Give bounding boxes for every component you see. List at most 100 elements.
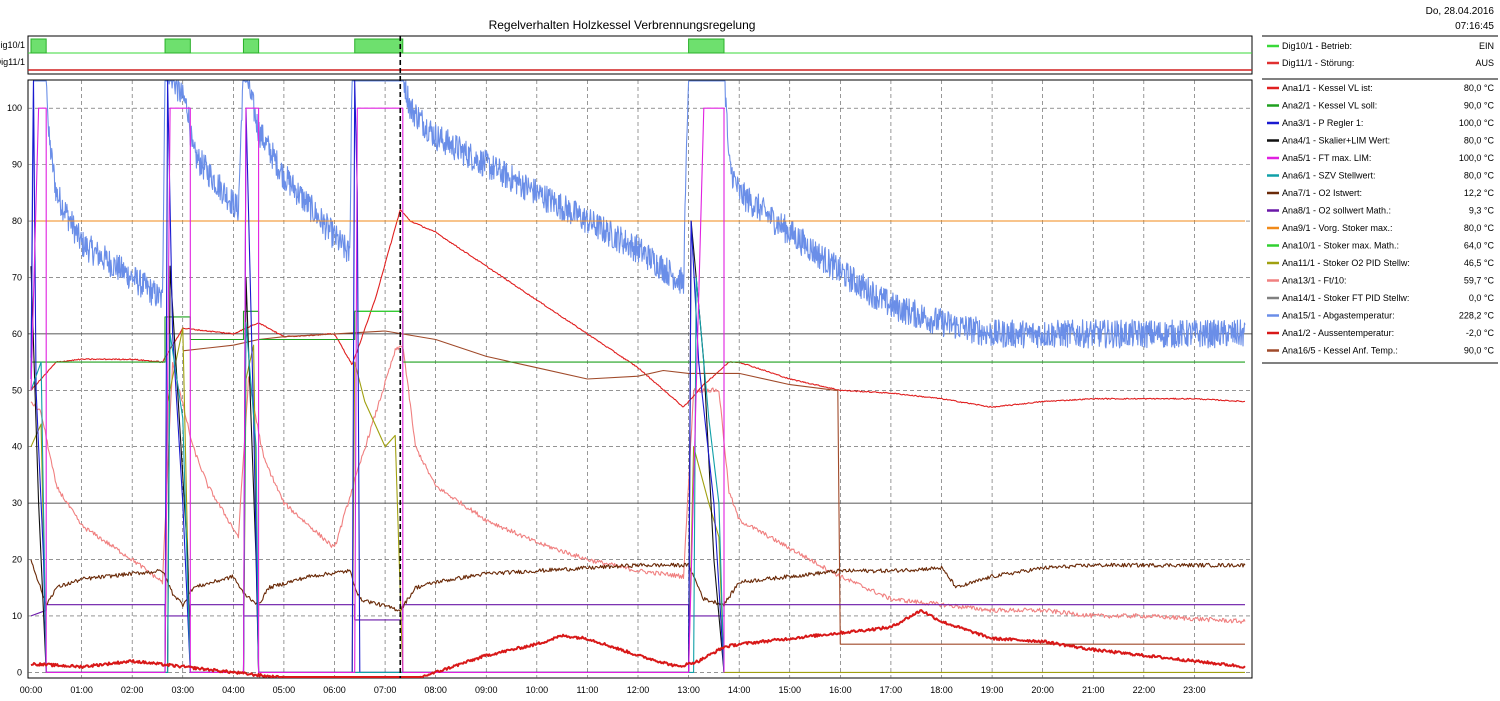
legend-row-analog-2: Ana3/1 - P Regler 1: 100,0 °C <box>1267 118 1494 128</box>
legend-value: 100,0 °C <box>1459 118 1495 128</box>
x-tick-label: 08:00 <box>424 685 447 695</box>
legend-row-analog-10: Ana11/1 - Stoker O2 PID Stellw: 46,5 °C <box>1267 258 1494 268</box>
legend-value: 64,0 °C <box>1464 241 1495 251</box>
legend-label: Ana13/1 - Ft/10: <box>1282 276 1347 286</box>
legend-value: 228,2 °C <box>1459 311 1495 321</box>
legend-label: Ana16/5 - Kessel Anf. Temp.: <box>1282 346 1398 356</box>
legend-row-analog-0: Ana1/1 - Kessel VL ist: 80,0 °C <box>1267 83 1494 93</box>
legend-value: 100,0 °C <box>1459 153 1495 163</box>
legend-row-analog-1: Ana2/1 - Kessel VL soll: 90,0 °C <box>1267 101 1494 111</box>
x-tick-label: 13:00 <box>677 685 700 695</box>
legend-value: 80,0 °C <box>1464 171 1495 181</box>
series-layer <box>30 36 1246 678</box>
legend-row-analog-3: Ana4/1 - Skalier+LIM Wert: 80,0 °C <box>1267 136 1494 146</box>
x-tick-label: 11:00 <box>576 685 598 695</box>
x-tick-label: 18:00 <box>930 685 953 695</box>
legend-row-analog-11: Ana13/1 - Ft/10: 59,7 °C <box>1267 276 1494 286</box>
y-tick-label: 20 <box>12 555 22 565</box>
legend-value: EIN <box>1479 41 1494 51</box>
y-tick-label: 90 <box>12 160 22 170</box>
y-tick-label: 80 <box>12 216 22 226</box>
legend-value: 46,5 °C <box>1464 258 1495 268</box>
legend-value: 9,3 °C <box>1469 206 1495 216</box>
series-line-0 <box>30 80 1246 358</box>
y-tick-label: 70 <box>12 272 22 282</box>
legend-row-analog-13: Ana15/1 - Abgastemperatur: 228,2 °C <box>1267 311 1494 321</box>
x-tick-label: 05:00 <box>273 685 296 695</box>
legend-label: Ana10/1 - Stoker max. Math.: <box>1282 241 1399 251</box>
y-tick-label: 50 <box>12 385 22 395</box>
chart-title: Regelverhalten Holzkessel Verbrennungsre… <box>489 18 756 32</box>
legend-value: 12,2 °C <box>1464 188 1495 198</box>
legend-label: Dig11/1 - Störung: <box>1282 58 1354 68</box>
dig10-on-block-2 <box>242 38 260 54</box>
legend-row-analog-15: Ana16/5 - Kessel Anf. Temp.: 90,0 °C <box>1267 346 1494 356</box>
digital-row-label: Dig10/1 <box>0 40 25 50</box>
grid-lines <box>27 79 1253 679</box>
legend-row-analog-9: Ana10/1 - Stoker max. Math.: 64,0 °C <box>1267 241 1494 251</box>
legend-label: Dig10/1 - Betrieb: <box>1282 41 1352 51</box>
series-line-13 <box>30 107 725 673</box>
digital-panel-frame <box>27 35 1253 75</box>
legend-value: 80,0 °C <box>1464 136 1495 146</box>
legend-row-digital-1: Dig11/1 - Störung: AUS <box>1267 58 1494 68</box>
legend-value: 80,0 °C <box>1464 223 1495 233</box>
legend-label: Ana7/1 - O2 Istwert: <box>1282 188 1362 198</box>
legend-label: Ana2/1 - Kessel VL soll: <box>1282 101 1377 111</box>
legend-label: Ana4/1 - Skalier+LIM Wert: <box>1282 136 1390 146</box>
x-tick-label: 20:00 <box>1031 685 1054 695</box>
legend-label: Ana14/1 - Stoker FT PID Stellw: <box>1282 293 1409 303</box>
x-tick-label: 19:00 <box>981 685 1004 695</box>
series-line-14 <box>30 609 1246 678</box>
legend-label: Ana1/1 - Kessel VL ist: <box>1282 83 1373 93</box>
legend-value: -2,0 °C <box>1466 328 1495 338</box>
y-tick-label: 0 <box>17 667 22 677</box>
y-tick-label: 30 <box>12 498 22 508</box>
x-tick-label: 09:00 <box>475 685 498 695</box>
legend-row-analog-12: Ana14/1 - Stoker FT PID Stellw: 0,0 °C <box>1267 293 1494 303</box>
series-line-2 <box>30 209 1246 408</box>
x-tick-label: 04:00 <box>222 685 245 695</box>
x-tick-label: 01:00 <box>70 685 93 695</box>
y-tick-label: 60 <box>12 329 22 339</box>
y-tick-label: 10 <box>12 611 22 621</box>
legend-value: 0,0 °C <box>1469 293 1495 303</box>
x-tick-label: 12:00 <box>627 685 650 695</box>
legend: Dig10/1 - Betrieb: EIN Dig11/1 - Störung: A… <box>1262 35 1498 364</box>
legend-label: Ana11/1 - Stoker O2 PID Stellw: <box>1282 258 1410 268</box>
x-tick-label: 22:00 <box>1133 685 1156 695</box>
legend-value: 59,7 °C <box>1464 276 1495 286</box>
legend-row-analog-4: Ana5/1 - FT max. LIM: 100,0 °C <box>1267 153 1494 163</box>
x-tick-label: 00:00 <box>20 685 43 695</box>
legend-row-analog-14: Ana1/2 - Aussentemperatur: -2,0 °C <box>1267 328 1494 338</box>
x-tick-label: 03:00 <box>171 685 194 695</box>
header-time: 07:16:45 <box>1455 21 1494 32</box>
x-tick-label: 16:00 <box>829 685 852 695</box>
legend-label: Ana15/1 - Abgastemperatur: <box>1282 311 1395 321</box>
digital-row-label: Dig11/1 <box>0 57 25 67</box>
dig10-on-block-0 <box>30 38 47 54</box>
series-line-7 <box>30 559 1246 613</box>
x-tick-label: 15:00 <box>778 685 801 695</box>
x-tick-label: 02:00 <box>121 685 144 695</box>
legend-value: 90,0 °C <box>1464 101 1495 111</box>
legend-label: Ana8/1 - O2 sollwert Math.: <box>1282 206 1391 216</box>
plot-frame <box>27 79 1253 679</box>
x-tick-label: 10:00 <box>526 685 549 695</box>
x-tick-label: 14:00 <box>728 685 751 695</box>
legend-label: Ana9/1 - Vorg. Stoker max.: <box>1282 223 1393 233</box>
legend-row-analog-7: Ana8/1 - O2 sollwert Math.: 9,3 °C <box>1267 206 1494 216</box>
x-tick-label: 06:00 <box>323 685 346 695</box>
legend-label: Ana1/2 - Aussentemperatur: <box>1282 328 1394 338</box>
x-tick-label: 21:00 <box>1082 685 1105 695</box>
legend-value: AUS <box>1475 58 1494 68</box>
axes: 0 10 20 30 40 50 60 70 80 90 100 00:00 01:00 02:00 03:… <box>7 103 1206 695</box>
legend-row-analog-8: Ana9/1 - Vorg. Stoker max.: 80,0 °C <box>1267 223 1494 233</box>
legend-label: Ana6/1 - SZV Stellwert: <box>1282 171 1376 181</box>
legend-row-analog-6: Ana7/1 - O2 Istwert: 12,2 °C <box>1267 188 1494 198</box>
legend-row-digital-0: Dig10/1 - Betrieb: EIN <box>1267 41 1494 51</box>
legend-row-analog-5: Ana6/1 - SZV Stellwert: 80,0 °C <box>1267 171 1494 181</box>
y-tick-label: 40 <box>12 442 22 452</box>
legend-label: Ana3/1 - P Regler 1: <box>1282 118 1363 128</box>
